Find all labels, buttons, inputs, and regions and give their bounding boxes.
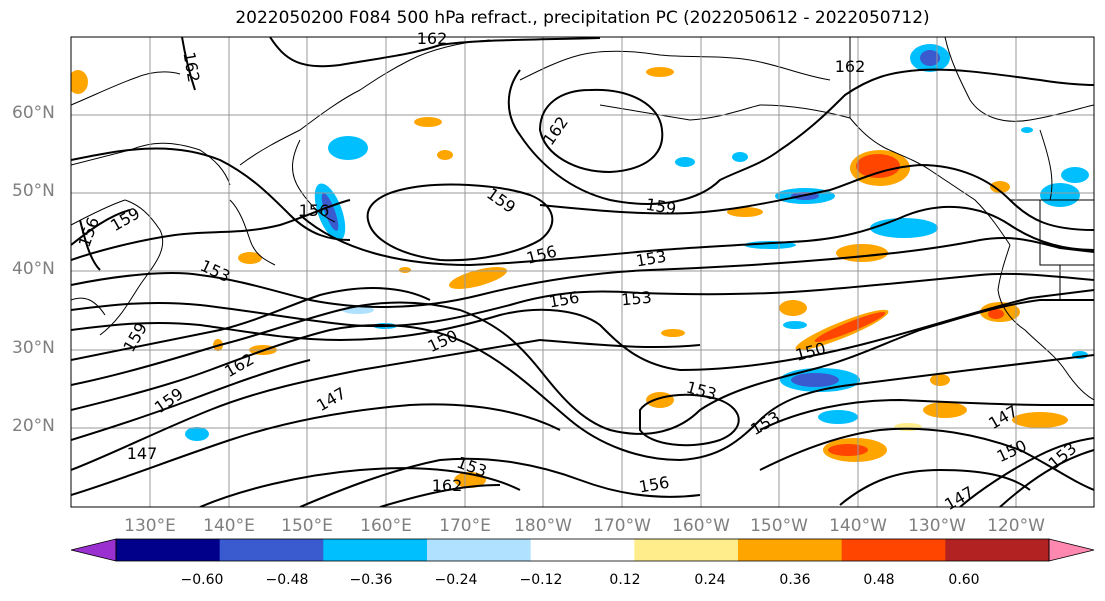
lon-label: 130°E: [124, 516, 176, 536]
lon-label: 170°E: [439, 516, 491, 536]
lon-label: 130°W: [908, 516, 966, 536]
colorbar-segment: [323, 539, 428, 561]
lon-label: 140°W: [829, 516, 887, 536]
precipitation-shading: [71, 44, 1089, 488]
lon-label: 140°E: [203, 516, 255, 536]
colorbar-segment: [945, 539, 1050, 561]
lon-label: 160°W: [672, 516, 730, 536]
colorbar-tick-label: −0.48: [265, 572, 309, 588]
colorbar-segment: [841, 539, 946, 561]
colorbar-segment: [530, 539, 635, 561]
refractivity-contours: [71, 37, 1094, 507]
contour-label: 156: [299, 201, 330, 220]
lon-label: 150°W: [750, 516, 808, 536]
lat-label: 40°N: [12, 259, 55, 279]
colorbar: [70, 538, 1095, 562]
colorbar-extend-max: [1048, 538, 1095, 562]
map-plot-area: [71, 37, 1094, 507]
colorbar-tick-label: 0.24: [694, 572, 726, 588]
lon-label: 150°E: [281, 516, 333, 536]
colorbar-tick-label: −0.24: [434, 572, 478, 588]
colorbar-tick-label: −0.60: [180, 572, 224, 588]
contour-label: 162: [417, 29, 448, 48]
contour-label: 162: [835, 57, 866, 76]
colorbar-segment: [738, 539, 843, 561]
contour-label: 147: [127, 444, 158, 463]
colorbar-extend-min: [70, 538, 117, 562]
lon-label: 160°E: [360, 516, 412, 536]
colorbar-segment: [116, 539, 221, 561]
lat-label: 20°N: [12, 416, 55, 436]
map-frame: [70, 36, 1095, 508]
colorbar-tick-label: 0.36: [779, 572, 811, 588]
lon-label: 170°W: [593, 516, 651, 536]
colorbar-tick-label: −0.36: [349, 572, 393, 588]
colorbar-segment: [427, 539, 532, 561]
lon-label: 180°W: [514, 516, 572, 536]
colorbar-tick-label: 0.48: [863, 572, 895, 588]
lat-label: 50°N: [12, 181, 55, 201]
colorbar-segment: [634, 539, 739, 561]
lat-label: 60°N: [12, 103, 55, 123]
map-title: 2022050200 F084 500 hPa refract., precip…: [235, 8, 930, 28]
contour-label: 162: [432, 476, 463, 495]
lat-label: 30°N: [12, 338, 55, 358]
colorbar-tick-label: 0.12: [609, 572, 641, 588]
colorbar-segment: [219, 539, 324, 561]
colorbar-tick-label: 0.60: [948, 572, 980, 588]
contour-label: 153: [620, 288, 652, 310]
lon-label: 120°W: [987, 516, 1045, 536]
colorbar-tick-label: −0.12: [519, 572, 563, 588]
